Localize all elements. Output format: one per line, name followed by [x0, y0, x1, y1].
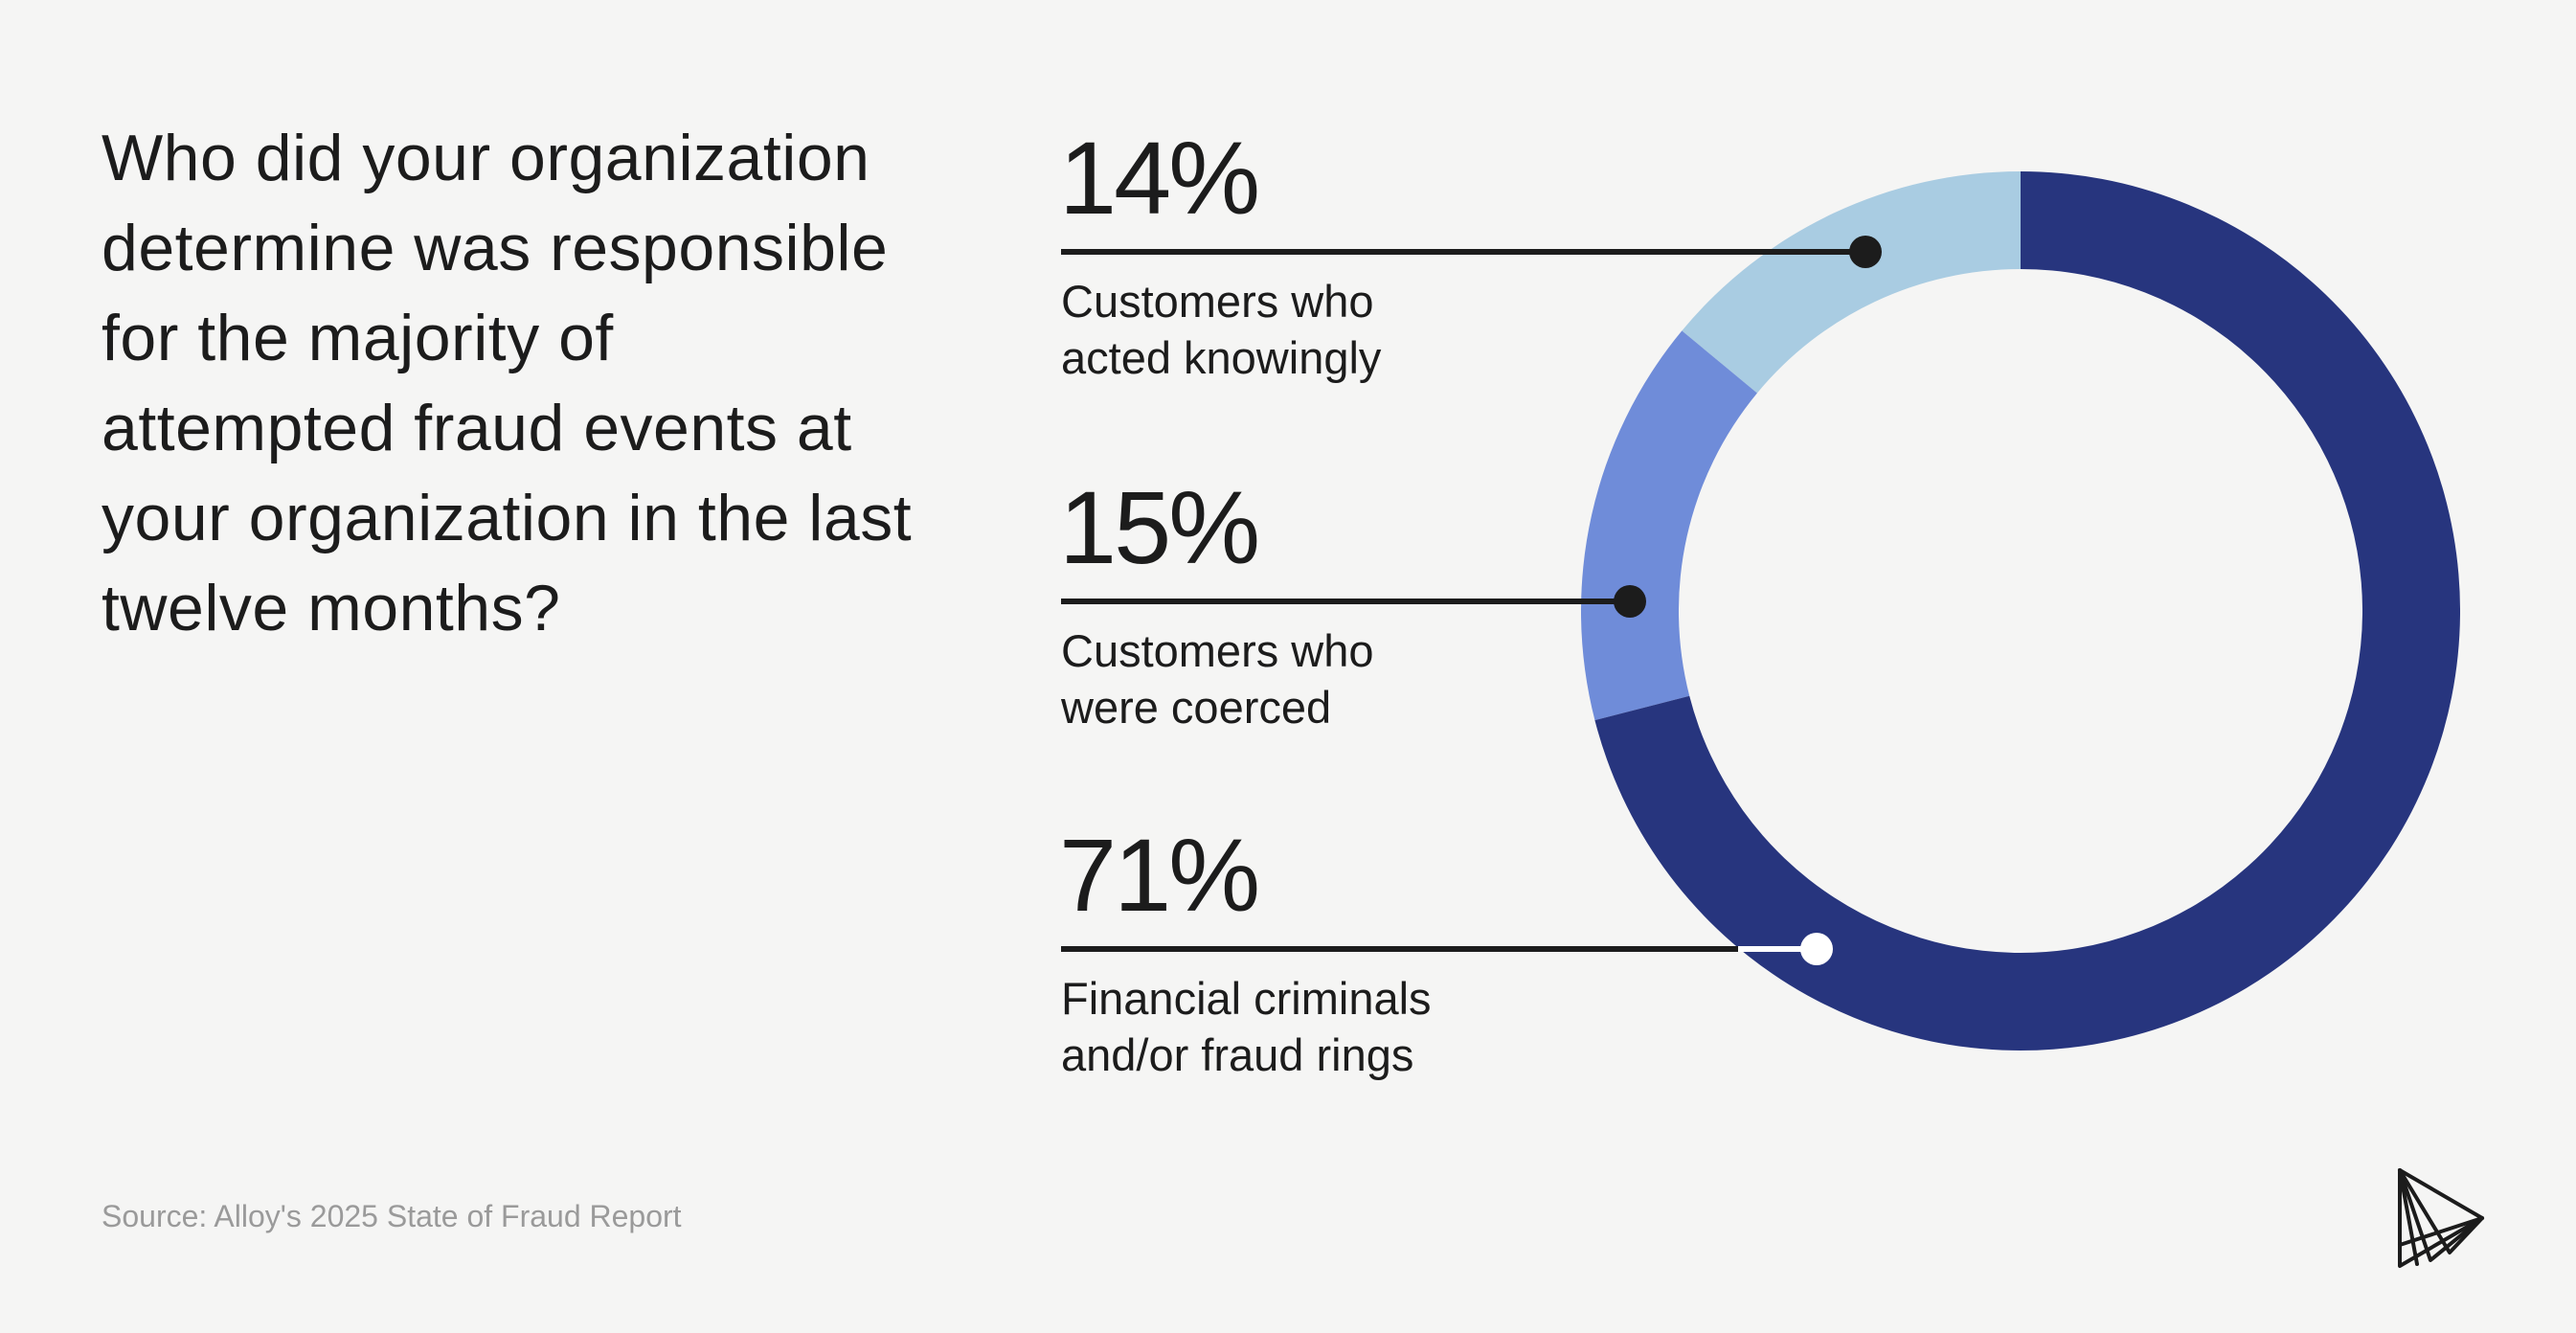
leader-dot — [1614, 585, 1646, 618]
slice-value-label: 71% — [1059, 817, 1257, 933]
donut-ring — [1580, 171, 2460, 1051]
slice-category-label: and/or fraud rings — [1061, 1029, 1413, 1080]
slice-value-label: 14% — [1059, 120, 1257, 236]
donut-slice-14-pct — [1682, 171, 2021, 394]
slice-value-label: 15% — [1059, 469, 1257, 585]
donut-slice-15-pct — [1580, 330, 1757, 721]
question-title: Who did your organization determine was … — [102, 122, 913, 644]
slice-category-label: Customers who — [1061, 276, 1374, 327]
source-note: Source: Alloy's 2025 State of Fraud Repo… — [102, 1199, 682, 1233]
slice-category-label: Financial criminals — [1061, 973, 1432, 1024]
leader-dot — [1849, 236, 1882, 268]
slice-category-label: Customers who — [1061, 625, 1374, 676]
alloy-logo-icon — [2398, 1168, 2484, 1268]
leader-dot — [1800, 933, 1833, 965]
slice-category-label: were coerced — [1060, 682, 1331, 733]
slice-category-label: acted knowingly — [1061, 332, 1382, 383]
